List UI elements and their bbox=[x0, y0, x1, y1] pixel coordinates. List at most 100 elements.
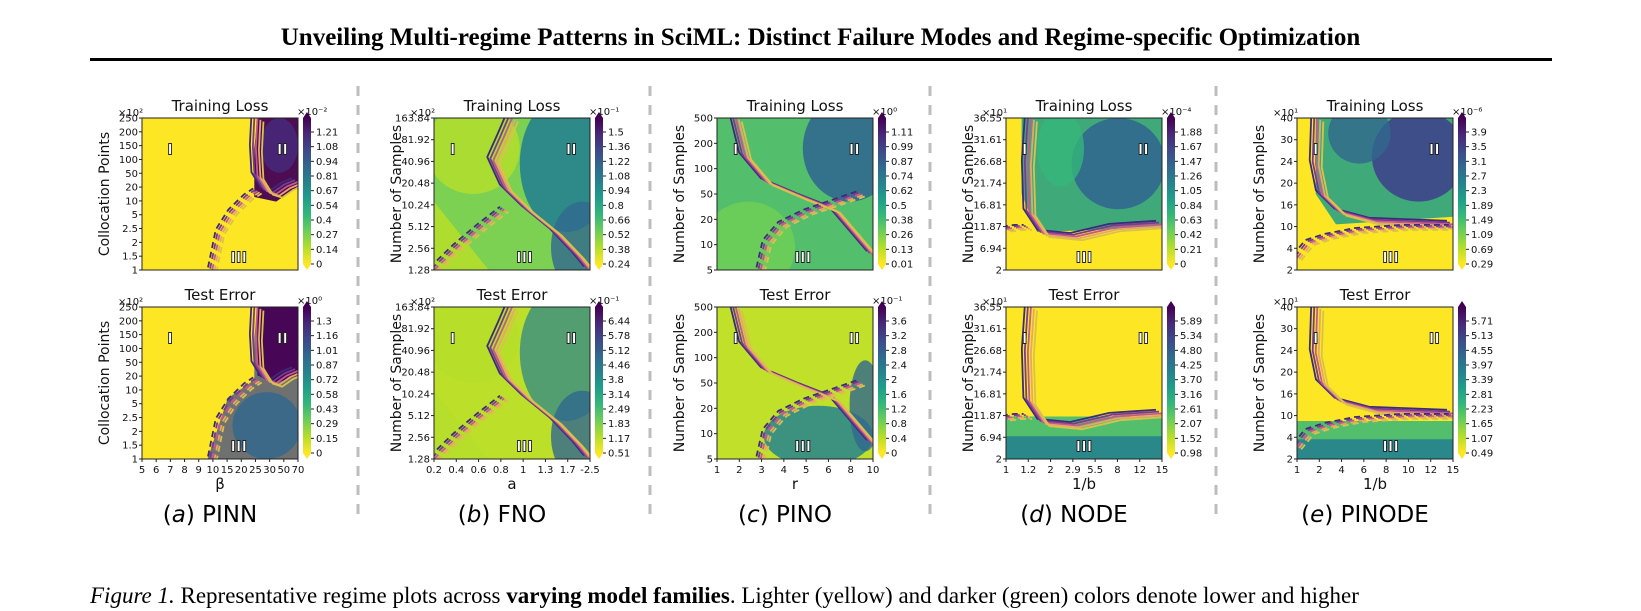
colorbar-tick-label: 3.70 bbox=[1180, 375, 1202, 386]
panel-caption-open-paren: ( bbox=[163, 502, 172, 528]
panel-caption-letter: b bbox=[467, 502, 482, 528]
colorbar-tick-label: 3.6 bbox=[891, 317, 907, 328]
y-multiplier: ×10¹ bbox=[982, 297, 1007, 308]
x-tick-label: 6 bbox=[153, 465, 159, 476]
heatmap-region bbox=[763, 405, 873, 459]
colorbar-tick-label: 3.2 bbox=[891, 331, 907, 342]
colorbar-tick-label: 1.16 bbox=[316, 331, 338, 342]
y-tick-label: 100 bbox=[694, 353, 713, 364]
x-tick-label: 5.5 bbox=[1087, 465, 1103, 476]
y-tick-label: 50 bbox=[125, 169, 138, 180]
regime-boundary-line bbox=[498, 310, 590, 457]
regime-label: II bbox=[277, 140, 288, 158]
colorbar-tick-label: 0 bbox=[891, 449, 897, 460]
plot-frame bbox=[433, 306, 591, 460]
colorbar-tick-label: 0.94 bbox=[608, 186, 630, 197]
regime-boundary-dashed-line bbox=[1006, 226, 1028, 230]
regime-boundary-dashed-line bbox=[207, 376, 254, 457]
x-tick-label: 20 bbox=[235, 465, 248, 476]
regime-boundary-line bbox=[1023, 118, 1160, 236]
regime-boundary-dashed-line bbox=[755, 190, 857, 268]
colorbar bbox=[303, 118, 311, 264]
colorbar-arrow-top bbox=[595, 301, 603, 307]
regime-label: II bbox=[277, 329, 288, 347]
x-axis-label: r bbox=[792, 475, 799, 493]
panel-caption-open-paren: ( bbox=[738, 502, 747, 528]
colorbar-arrow-top bbox=[878, 301, 886, 307]
y-tick-label: 16 bbox=[1280, 389, 1293, 400]
panel-caption-open-paren: ( bbox=[1301, 502, 1310, 528]
colorbar-tick-label: 0.99 bbox=[891, 142, 913, 153]
colorbar-tick-label: 0.69 bbox=[1471, 245, 1493, 256]
regime-label: I bbox=[1313, 329, 1319, 347]
y-tick-label: 40 bbox=[1280, 114, 1293, 125]
regime-boundary-line bbox=[1020, 118, 1157, 234]
colorbar-arrow-top bbox=[1167, 112, 1175, 118]
colorbar-tick-label: 0.29 bbox=[316, 419, 338, 430]
regime-boundary-dashed-line bbox=[1297, 415, 1453, 448]
x-tick-label: 0.2 bbox=[426, 465, 442, 476]
y-tick-label: 10 bbox=[1280, 222, 1293, 233]
colorbar-tick-label: 1.05 bbox=[1180, 186, 1202, 197]
y-tick-label: 50 bbox=[700, 190, 713, 201]
y-tick-label: 81.92 bbox=[401, 135, 430, 146]
colorbar-tick-label: 0.27 bbox=[316, 230, 338, 241]
colorbar-arrow-top bbox=[595, 112, 603, 118]
y-tick-label: 31.61 bbox=[973, 135, 1002, 146]
colorbar-tick-label: 3.8 bbox=[608, 375, 624, 386]
colorbar-tick-label: 0.54 bbox=[316, 201, 338, 212]
x-tick-label: 10 bbox=[1402, 465, 1415, 476]
regime-label: I bbox=[1022, 140, 1028, 158]
subplot-title: Training Loss bbox=[746, 97, 844, 115]
panel-caption: (e) PINODE bbox=[1301, 502, 1429, 528]
y-tick-label: 11.87 bbox=[973, 411, 1002, 422]
y-tick-label: 2 bbox=[132, 238, 138, 249]
y-tick-label: 10 bbox=[700, 240, 713, 251]
colorbar-tick-label: 1.5 bbox=[608, 128, 624, 139]
heatmap-region bbox=[519, 307, 590, 421]
caption-label: Figure 1. bbox=[90, 583, 175, 608]
y-tick-label: 10 bbox=[125, 196, 138, 207]
colorbar-tick-label: 1.17 bbox=[608, 434, 630, 445]
regime-boundary-dashed-line bbox=[1006, 413, 1024, 416]
colorbar-tick-label: 1.08 bbox=[316, 142, 338, 153]
regime-boundary-line bbox=[498, 121, 590, 268]
x-tick-label: 9 bbox=[196, 465, 202, 476]
colorbar-tick-label: 0.67 bbox=[316, 186, 338, 197]
y-tick-label: 2 bbox=[996, 455, 1002, 466]
colorbar-arrow-top bbox=[1458, 112, 1466, 118]
colorbar-arrow-top bbox=[1167, 301, 1175, 307]
regime-boundary-dashed-line bbox=[215, 381, 263, 459]
colorbar-multiplier: ×10⁰ bbox=[872, 107, 897, 118]
regime-label: II bbox=[1138, 140, 1149, 158]
regime-boundary-line bbox=[248, 307, 293, 381]
colorbar-tick-label: 0.63 bbox=[1180, 216, 1202, 227]
y-tick-label: 20.48 bbox=[401, 368, 430, 379]
colorbar-tick-label: 0.24 bbox=[608, 260, 630, 271]
y-tick-label: 1.28 bbox=[408, 455, 430, 466]
regime-boundary-dashed-line bbox=[1297, 414, 1451, 445]
colorbar-arrow-top bbox=[303, 112, 311, 118]
regime-label: I bbox=[167, 140, 173, 158]
colorbar-tick-label: 0.15 bbox=[316, 434, 338, 445]
colorbar-tick-label: 1.07 bbox=[1471, 434, 1493, 445]
colorbar-tick-label: 0.87 bbox=[891, 157, 913, 168]
y-tick-label: 1.28 bbox=[408, 266, 430, 277]
regime-boundary-line bbox=[1029, 308, 1162, 429]
panel-caption-letter: a bbox=[172, 502, 186, 528]
colorbar-arrow-bottom bbox=[1458, 264, 1466, 270]
y-tick-label: 5 bbox=[132, 399, 138, 410]
x-tick-label: 5 bbox=[139, 465, 145, 476]
colorbar-arrow-bottom bbox=[595, 264, 603, 270]
colorbar-tick-label: 1.88 bbox=[1180, 128, 1202, 139]
regime-boundary-dashed-line bbox=[1006, 415, 1028, 419]
colorbar-tick-label: 1.08 bbox=[608, 172, 630, 183]
colorbar-tick-label: 0.72 bbox=[316, 375, 338, 386]
panel-caption: (a) PINN bbox=[163, 502, 257, 528]
subplot-title: Training Loss bbox=[463, 97, 561, 115]
y-tick-label: 20 bbox=[125, 183, 138, 194]
panel-caption-model: ) FNO bbox=[481, 502, 546, 528]
colorbar-tick-label: 1.11 bbox=[891, 128, 913, 139]
paper-title: Unveiling Multi-regime Patterns in SciML… bbox=[280, 24, 1361, 51]
